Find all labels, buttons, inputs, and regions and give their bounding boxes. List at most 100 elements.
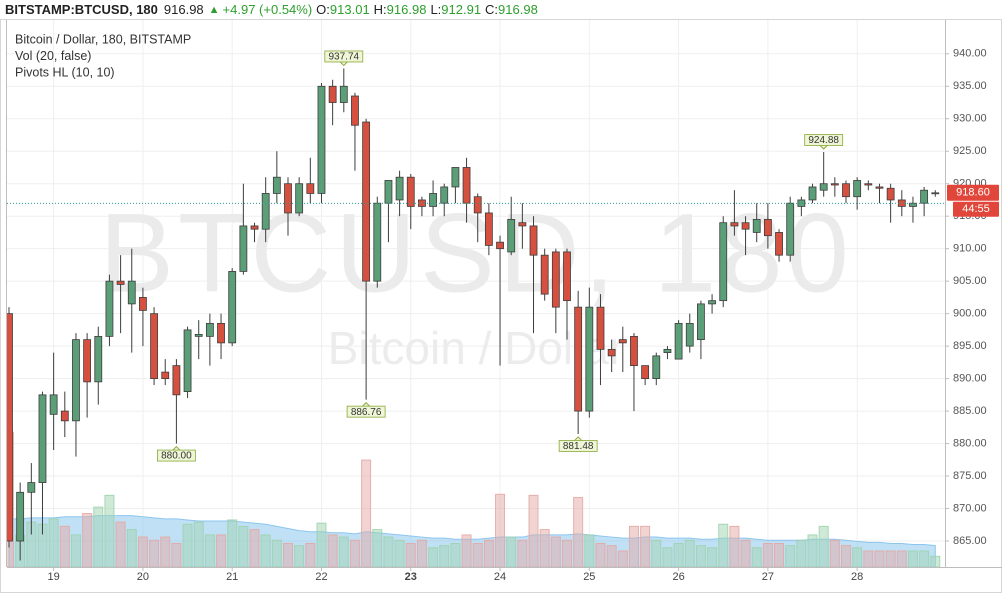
volume-bar [740,539,751,567]
volume-bar [606,545,617,567]
volume-bar [271,539,282,567]
y-tick-label: 870.00 [953,502,987,514]
volume-bar [149,539,160,567]
candle-body [574,306,583,412]
candle-body [529,225,538,256]
volume-bar [204,534,215,567]
volume-bar [70,534,81,567]
volume-bar [562,539,572,567]
candle-body [239,225,248,272]
candle-body [217,322,225,344]
volume-bar [528,494,539,567]
candle-body [563,251,571,302]
candle-body [596,306,605,350]
candle-body [786,202,795,256]
candle-body [853,180,862,198]
candle-body [808,186,817,201]
volume-bar [483,539,494,567]
y-tick-label: 905.00 [953,275,987,287]
candle-body [931,192,940,195]
candle-body [161,371,170,380]
candle-body [630,335,638,367]
candle-body [384,180,393,204]
volume-bar [673,542,684,567]
x-tick-label: 22 [315,571,327,583]
volume-bar [684,539,695,567]
candle-body [127,280,136,305]
candle-body [194,334,203,337]
candle-body [250,225,259,230]
candle-body [540,254,549,295]
y-tick-label: 885.00 [953,405,987,417]
ohlc-label: H: [373,2,387,17]
volume-bar [372,529,383,567]
candle-body [473,196,482,214]
plot [7,68,941,567]
candle-body [139,296,147,311]
candle-body [719,222,728,302]
last-price-box [947,184,999,201]
header: BITSTAMP:BTCUSD, 180 916.98 ▲ +4.97 (+0.… [0,0,1002,19]
volume-bar [450,542,461,567]
volume-bar [416,539,427,567]
candle-body [306,183,315,194]
x-tick-label: 26 [672,571,684,583]
candle-body [674,322,683,360]
candle-body [864,183,873,186]
last-price-label: 918.60 [956,187,990,199]
candle-body [295,183,304,214]
volume-bar [617,550,628,567]
volume-bar [573,497,584,567]
volume-bar [729,525,740,567]
candle-body [507,219,516,253]
candle-body [585,306,594,412]
volume-bar [762,542,773,567]
symbol: BITSTAMP:BTCUSD, 180 [5,2,158,17]
volume-bar [82,513,93,567]
volume-bar [841,545,851,567]
candle-body [16,491,25,542]
volume-bar [193,521,204,567]
volume-bar [885,550,896,567]
y-tick-label: 875.00 [953,470,987,482]
volume-bar [640,525,651,567]
volume-bar [394,539,405,567]
ohlc-value: 916.98 [498,2,538,17]
candle-body [116,280,125,285]
candle-body [7,313,13,542]
candle-body [27,482,36,493]
y-tick-label: 895.00 [953,340,987,352]
volume-bar [59,525,70,567]
candle-body [462,167,471,204]
pivot-label: 886.76 [351,407,382,418]
candle-body [451,167,460,188]
candle-body [496,241,504,250]
y-tick-label: 930.00 [953,113,987,125]
candle-body [909,202,917,207]
candle-body [228,271,237,344]
volume-bar [818,525,829,567]
change: +4.97 (+0.54%) [222,2,313,17]
volume-bar [550,536,561,567]
pivot-label: 881.48 [563,441,594,452]
volume-bar [695,545,706,567]
y-tick-label: 910.00 [953,243,987,255]
candle-body [797,199,806,207]
x-tick-label: 20 [137,571,149,583]
candle-body [752,219,761,233]
volume-bar [439,545,450,567]
ohlc-label: L: [430,2,442,17]
candle-body [284,183,292,214]
volume-bar [506,536,517,567]
candle-body [205,322,214,337]
x-tick-label: 23 [405,571,417,583]
candle-body [272,176,281,194]
volume-bar [137,536,148,567]
candle-body [261,193,270,230]
candle-body [484,212,493,246]
volume-bar [238,525,249,567]
candle-body [49,394,58,415]
volume-bar [785,545,796,567]
candle-body [72,339,80,422]
